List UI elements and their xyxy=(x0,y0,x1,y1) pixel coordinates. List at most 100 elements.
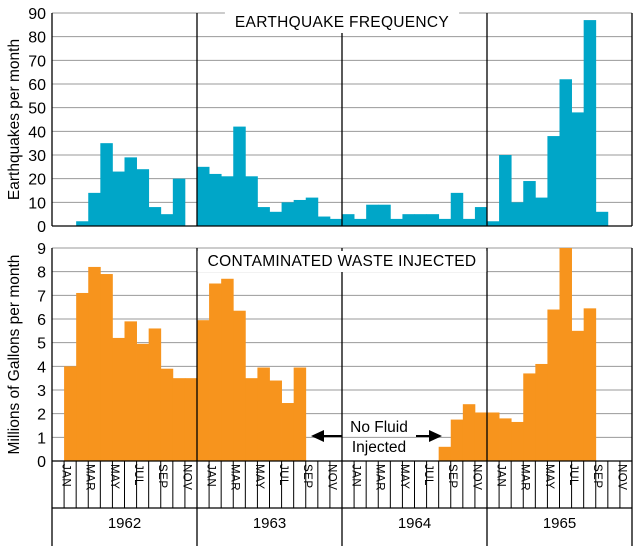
y-axis-title: Earthquakes per month xyxy=(6,39,23,200)
year-label: 1962 xyxy=(108,515,141,532)
bar xyxy=(474,412,488,461)
bar xyxy=(402,214,415,226)
arrow-right-head xyxy=(429,430,442,442)
y-axis-title: Millions of Gallons per month xyxy=(6,255,23,455)
bar xyxy=(76,221,89,226)
bar xyxy=(523,181,536,226)
month-label: MAY xyxy=(108,464,120,490)
bar xyxy=(233,310,246,461)
y-tick-label: 5 xyxy=(37,336,46,353)
bar xyxy=(462,404,476,461)
bar xyxy=(257,367,270,461)
month-label: NOV xyxy=(180,464,192,490)
bar xyxy=(462,218,476,226)
bar xyxy=(559,248,572,461)
bar xyxy=(197,320,210,461)
bar xyxy=(511,421,524,461)
month-label: MAY xyxy=(398,464,410,490)
bar xyxy=(124,157,137,226)
bar xyxy=(511,202,524,226)
y-tick-label: 10 xyxy=(28,195,46,212)
bar xyxy=(160,214,174,226)
month-label: JAN xyxy=(350,464,362,487)
bar xyxy=(583,308,597,461)
bar xyxy=(197,166,210,226)
month-label: MAR xyxy=(374,464,386,491)
bar xyxy=(366,204,379,226)
arrow-left-head xyxy=(311,430,324,442)
bar xyxy=(499,418,512,461)
y-tick-label: 2 xyxy=(37,407,46,424)
bar xyxy=(209,283,222,461)
bar xyxy=(88,192,101,226)
bar xyxy=(293,199,307,226)
y-tick-label: 9 xyxy=(37,241,46,258)
bar xyxy=(64,366,77,461)
bar xyxy=(88,266,101,461)
bar xyxy=(221,278,234,461)
bar xyxy=(535,363,548,461)
bar xyxy=(257,207,270,226)
panel-title-background xyxy=(224,12,460,33)
bar xyxy=(148,207,162,226)
y-tick-label: 20 xyxy=(28,172,46,189)
bar xyxy=(184,378,198,461)
bar xyxy=(547,309,560,461)
bar xyxy=(499,155,512,226)
bar xyxy=(450,419,464,461)
y-tick-label: 7 xyxy=(37,288,46,305)
year-label: 1964 xyxy=(398,515,431,532)
y-tick-label: 4 xyxy=(37,359,46,376)
bar xyxy=(136,169,150,226)
month-label: JUL xyxy=(277,464,289,486)
bar xyxy=(571,112,585,226)
bar xyxy=(293,367,307,461)
bar xyxy=(426,214,440,226)
bar xyxy=(124,321,137,461)
y-tick-label: 3 xyxy=(37,383,46,400)
bar xyxy=(281,403,295,461)
panel-title: CONTAMINATED WASTE INJECTED xyxy=(208,253,477,270)
bar xyxy=(209,173,222,226)
y-tick-label: 0 xyxy=(37,219,46,236)
bar xyxy=(221,176,234,226)
bar xyxy=(172,378,186,461)
bar xyxy=(100,143,113,226)
y-tick-label: 30 xyxy=(28,148,46,165)
year-label: 1963 xyxy=(253,515,286,532)
bar xyxy=(329,218,343,226)
bar xyxy=(76,292,89,461)
bar xyxy=(100,274,113,461)
bar xyxy=(390,218,403,226)
month-label: SEP xyxy=(591,464,603,489)
month-label: SEP xyxy=(156,464,168,489)
y-tick-label: 90 xyxy=(28,6,46,23)
panel-title: EARTHQUAKE FREQUENCY xyxy=(235,14,449,31)
month-label: JUL xyxy=(132,464,144,486)
bar xyxy=(245,176,258,226)
panel-title-background xyxy=(197,251,487,272)
bar xyxy=(487,412,500,461)
month-label: JAN xyxy=(60,464,72,487)
y-tick-label: 60 xyxy=(28,77,46,94)
month-label: MAR xyxy=(519,464,531,491)
month-label: JAN xyxy=(205,464,217,487)
y-tick-label: 1 xyxy=(37,430,46,447)
bar xyxy=(160,368,174,461)
y-tick-label: 50 xyxy=(28,101,46,118)
bar xyxy=(112,171,125,226)
bar xyxy=(317,216,331,226)
bar xyxy=(245,378,258,461)
bar xyxy=(136,343,150,461)
bar xyxy=(112,337,125,461)
bar xyxy=(487,221,500,226)
bar xyxy=(571,330,585,461)
y-tick-label: 40 xyxy=(28,124,46,141)
bar xyxy=(281,202,295,226)
bar xyxy=(583,20,597,226)
bar xyxy=(450,192,464,226)
bar xyxy=(438,446,452,461)
month-label: NOV xyxy=(325,464,337,490)
